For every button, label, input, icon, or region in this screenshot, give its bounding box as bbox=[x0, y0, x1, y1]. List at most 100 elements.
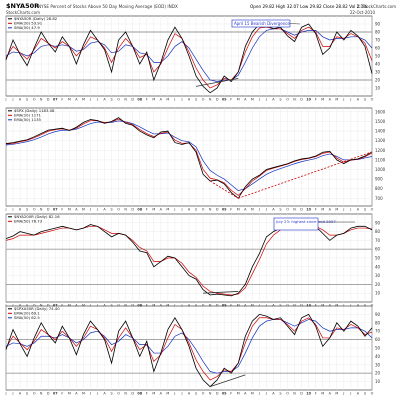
y-tick-label: 1600 bbox=[375, 109, 386, 114]
x-tick-label: M bbox=[68, 208, 71, 212]
x-tick-label: S bbox=[110, 208, 112, 212]
x-tick-label: M bbox=[82, 304, 85, 308]
x-tick-label: 08 bbox=[137, 208, 142, 212]
x-tick-label: A bbox=[329, 304, 332, 308]
x-tick-label: D bbox=[300, 392, 303, 396]
chart-description: NYSE Percent of Stocks Above 50 Day Movi… bbox=[38, 4, 178, 9]
x-tick-label: 08 bbox=[137, 392, 142, 396]
y-tick-label: 800 bbox=[375, 186, 383, 191]
y-tick-label: 60 bbox=[375, 247, 381, 252]
x-tick-label: O bbox=[33, 304, 36, 308]
y-tick-label: 1200 bbox=[375, 148, 386, 153]
y-tick-label: 50 bbox=[375, 54, 381, 59]
x-tick-label: A bbox=[244, 304, 247, 308]
x-tick-label: A bbox=[244, 392, 247, 396]
x-tick-label: O bbox=[371, 208, 374, 212]
y-tick-label: 90 bbox=[375, 312, 381, 317]
x-tick-label: M bbox=[251, 392, 254, 396]
x-tick-label: S bbox=[279, 392, 281, 396]
series-line bbox=[5, 313, 373, 388]
x-tick-label: F bbox=[61, 304, 63, 308]
x-tick-label: M bbox=[321, 208, 324, 212]
x-tick-label: A bbox=[19, 304, 22, 308]
x-tick-label: A bbox=[188, 98, 191, 102]
x-tick-label: A bbox=[160, 98, 163, 102]
y-tick-label: 1400 bbox=[375, 129, 386, 134]
x-tick-label: N bbox=[40, 208, 43, 212]
x-tick-label: D bbox=[216, 208, 219, 212]
chart-copyright: © StockCharts.com bbox=[357, 4, 396, 9]
x-tick-label: A bbox=[272, 392, 275, 396]
x-tick-label: N bbox=[40, 98, 43, 102]
x-tick-label: J bbox=[173, 304, 175, 308]
x-tick-label: J bbox=[5, 392, 7, 396]
x-tick-label: A bbox=[160, 208, 163, 212]
x-tick-label: M bbox=[321, 304, 324, 308]
x-tick-label: J bbox=[180, 208, 182, 212]
x-tick-label: M bbox=[82, 392, 85, 396]
legend-label: $SPXA50R (Daily) 74.40 bbox=[14, 306, 60, 311]
annotation-pointer bbox=[289, 23, 301, 25]
x-tick-label: M bbox=[152, 304, 155, 308]
x-tick-label: S bbox=[364, 304, 366, 308]
x-tick-label: M bbox=[335, 98, 338, 102]
x-tick-label: F bbox=[61, 98, 63, 102]
x-tick-label: S bbox=[364, 208, 366, 212]
y-tick-label: 80 bbox=[375, 30, 381, 35]
chart-panel: 10 20 30 40 50 60 70 80 90 $NYA50R (Daily) 28.82E… bbox=[5, 15, 381, 102]
x-tick-label: N bbox=[124, 208, 127, 212]
chart-date: 22-Oct-2010 bbox=[350, 10, 376, 15]
x-tick-label: J bbox=[342, 392, 344, 396]
x-tick-label: J bbox=[89, 304, 91, 308]
x-tick-label: F bbox=[146, 304, 148, 308]
x-tick-label: F bbox=[61, 208, 63, 212]
x-tick-label: A bbox=[244, 98, 247, 102]
x-tick-label: A bbox=[272, 208, 275, 212]
x-tick-label: J bbox=[89, 392, 91, 396]
x-tick-label: O bbox=[33, 98, 36, 102]
x-tick-label: J bbox=[96, 208, 98, 212]
x-tick-label: J bbox=[265, 392, 267, 396]
x-tick-label: J bbox=[258, 392, 260, 396]
x-tick-label: M bbox=[251, 208, 254, 212]
y-tick-label: 50 bbox=[375, 346, 381, 351]
x-tick-label: 07 bbox=[53, 98, 58, 102]
x-tick-label: D bbox=[47, 392, 50, 396]
y-tick-label: 700 bbox=[375, 196, 383, 201]
x-tick-label: D bbox=[216, 304, 219, 308]
x-tick-label: F bbox=[146, 392, 148, 396]
x-tick-label: A bbox=[188, 208, 191, 212]
legend-label: $SPX (Daily) 1183.08 bbox=[14, 108, 55, 113]
x-tick-label: O bbox=[202, 304, 205, 308]
y-tick-label: 80 bbox=[375, 229, 381, 234]
y-tick-label: 40 bbox=[375, 354, 381, 359]
chart-panel: 10 20 30 40 50 60 70 80 90 $SPXA50R (Daily) 74.40… bbox=[5, 305, 381, 396]
x-tick-label: 07 bbox=[53, 304, 58, 308]
x-tick-label: M bbox=[251, 98, 254, 102]
annotation-text: April 15 Bearish Divergence bbox=[234, 21, 290, 26]
legend-label: SMA(50) 47.9 bbox=[14, 25, 40, 30]
x-tick-label: J bbox=[12, 98, 14, 102]
x-tick-label: A bbox=[75, 304, 78, 308]
y-tick-label: 20 bbox=[375, 282, 381, 287]
x-tick-label: S bbox=[279, 98, 281, 102]
x-tick-label: N bbox=[293, 208, 296, 212]
x-tick-label: N bbox=[209, 98, 212, 102]
annotation-box bbox=[273, 217, 319, 231]
divergence-line bbox=[195, 78, 239, 87]
x-tick-label: D bbox=[300, 98, 303, 102]
x-tick-label: J bbox=[349, 98, 351, 102]
x-tick-label: F bbox=[315, 98, 317, 102]
x-tick-label: J bbox=[5, 208, 7, 212]
series-line bbox=[5, 28, 373, 82]
y-tick-label: 40 bbox=[375, 264, 381, 269]
x-tick-label: J bbox=[258, 304, 260, 308]
x-tick-label: 07 bbox=[53, 208, 58, 212]
x-tick-label: F bbox=[146, 208, 148, 212]
x-tick-label: A bbox=[75, 208, 78, 212]
x-tick-label: M bbox=[152, 208, 155, 212]
x-tick-label: A bbox=[160, 392, 163, 396]
x-tick-label: 07 bbox=[53, 392, 58, 396]
